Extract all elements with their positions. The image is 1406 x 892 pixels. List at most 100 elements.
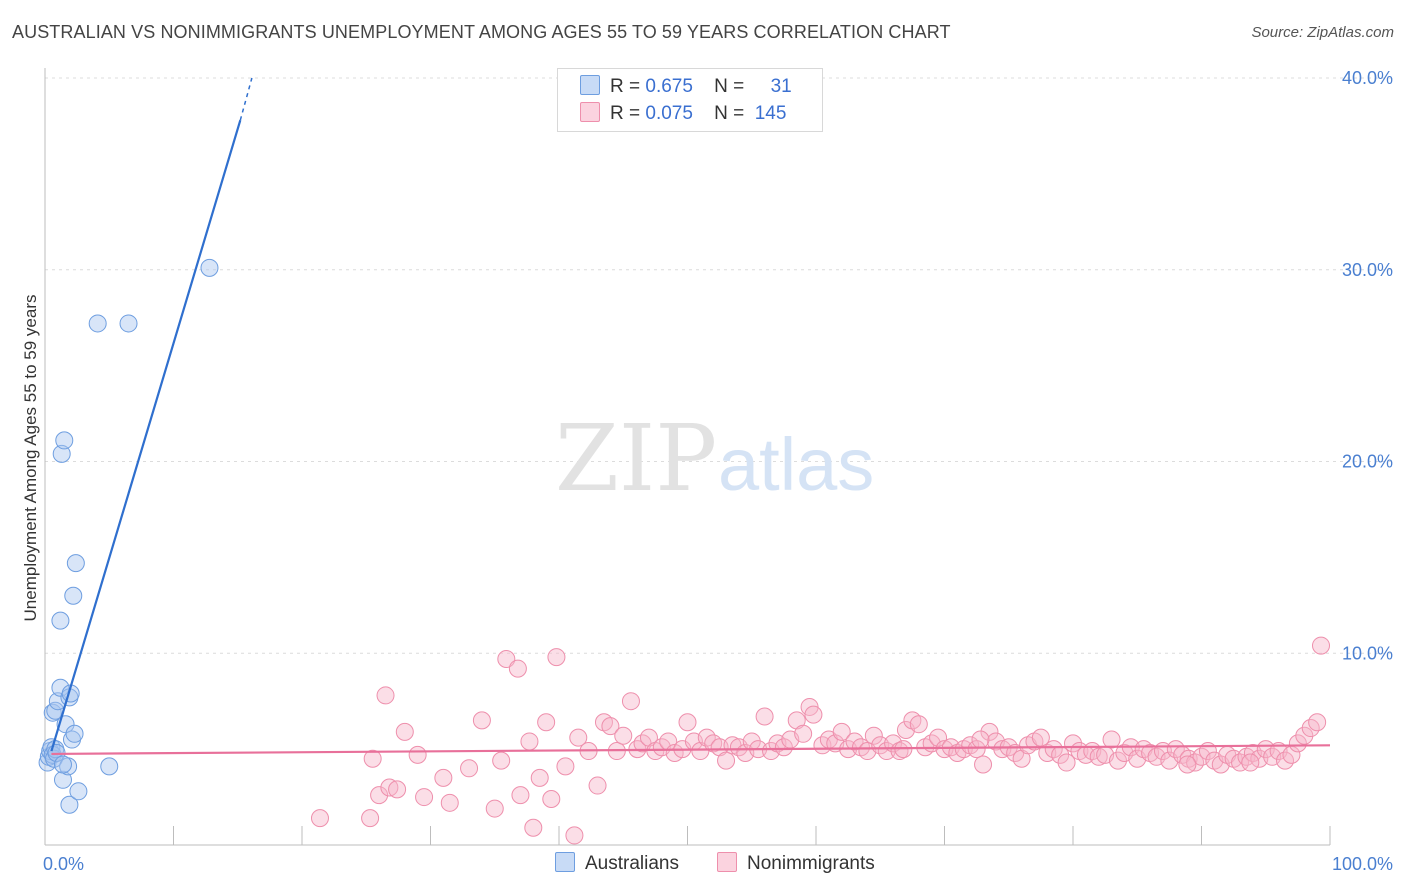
gridlines	[45, 77, 1395, 654]
y-tick-labels: 10.0% 20.0% 30.0% 40.0%	[1342, 68, 1393, 663]
series-australians	[38, 258, 219, 814]
legend-swatch-nonimmigrants	[717, 852, 737, 872]
y-axis-label: Unemployment Among Ages 55 to 59 years	[21, 295, 40, 622]
legend-label-nonimmigrants: Nonimmigrants	[747, 853, 875, 874]
data-point	[65, 724, 84, 743]
data-point	[380, 778, 399, 797]
data-point	[565, 826, 584, 845]
legend-swatch-australians	[580, 75, 600, 95]
data-point	[1102, 730, 1121, 749]
data-point	[55, 431, 74, 450]
data-point	[774, 738, 793, 757]
data-point	[614, 726, 633, 745]
watermark-zip: ZIP	[555, 405, 717, 512]
data-point	[520, 732, 539, 751]
data-point	[434, 768, 453, 787]
x-tick-label: 0.0%	[43, 854, 84, 874]
data-point	[621, 692, 640, 711]
trend-line-extension	[239, 77, 253, 121]
y-tick-label: 10.0%	[1342, 643, 1393, 663]
legend-r-label: R =	[610, 76, 641, 97]
series-nonimmigrants	[310, 636, 1331, 845]
data-point	[929, 728, 948, 747]
data-point	[395, 722, 414, 741]
data-point	[804, 705, 823, 724]
legend-row-nonimmigrants: R = 0.075 N = 145	[580, 102, 786, 126]
legend-label-australians: Australians	[585, 853, 679, 874]
data-point	[408, 745, 427, 764]
data-point	[1178, 755, 1197, 774]
legend-n-value: 145	[754, 103, 787, 124]
data-point	[1288, 734, 1307, 753]
y-tick-label: 30.0%	[1342, 260, 1393, 280]
data-point	[64, 586, 83, 605]
y-tick-label: 40.0%	[1342, 68, 1393, 88]
data-point	[1057, 753, 1076, 772]
legend-n-label: N =	[714, 103, 745, 124]
trend-line-australians	[50, 119, 242, 752]
data-point	[472, 711, 491, 730]
data-point	[119, 314, 138, 333]
data-point	[524, 818, 543, 837]
data-point	[69, 782, 88, 801]
data-point	[460, 759, 479, 778]
data-point	[60, 795, 79, 814]
data-point	[1241, 753, 1260, 772]
data-points	[38, 258, 1331, 845]
legend-r-label: R =	[610, 103, 641, 124]
data-point	[66, 554, 85, 573]
data-point	[569, 728, 588, 747]
data-point	[537, 713, 556, 732]
series-legend: Australians Nonimmigrants	[0, 852, 1406, 878]
data-point	[485, 799, 504, 818]
legend-r-value: 0.075	[645, 103, 693, 124]
legend-item-nonimmigrants: Nonimmigrants	[717, 852, 875, 875]
data-point	[601, 717, 620, 736]
x-tick-labels: 0.0% 100.0%	[43, 854, 1393, 874]
legend-swatch-australians	[555, 852, 575, 872]
data-point	[909, 715, 928, 734]
data-point	[100, 757, 119, 776]
data-point	[542, 789, 561, 808]
data-point	[370, 786, 389, 805]
data-point	[794, 724, 813, 743]
data-point	[1108, 751, 1127, 770]
data-point	[588, 776, 607, 795]
data-point	[511, 786, 530, 805]
correlation-legend: R = 0.675 N = 31 R = 0.075 N = 145	[557, 68, 823, 132]
data-point	[547, 648, 566, 667]
data-point	[88, 314, 107, 333]
data-point	[1308, 713, 1327, 732]
data-point	[53, 770, 72, 789]
data-point	[53, 755, 72, 774]
legend-row-australians: R = 0.675 N = 31	[580, 75, 792, 99]
data-point	[717, 751, 736, 770]
data-point	[43, 703, 62, 722]
data-point	[497, 650, 516, 669]
data-point	[415, 788, 434, 807]
data-point	[1295, 726, 1314, 745]
data-point	[678, 713, 697, 732]
data-point	[1089, 747, 1108, 766]
data-point	[363, 749, 382, 768]
chart-title: AUSTRALIAN VS NONIMMIGRANTS UNEMPLOYMENT…	[12, 22, 951, 42]
trend-lines	[50, 77, 1331, 756]
data-point	[52, 444, 71, 463]
x-tick-label: 100.0%	[1332, 854, 1393, 874]
legend-n-label: N =	[714, 76, 745, 97]
data-point	[1031, 728, 1050, 747]
data-point	[832, 722, 851, 741]
data-point	[310, 809, 329, 828]
data-point	[980, 722, 999, 741]
source-label: Source: ZipAtlas.com	[1251, 24, 1394, 41]
data-point	[971, 730, 990, 749]
data-point	[440, 793, 459, 812]
data-point	[530, 768, 549, 787]
data-point	[508, 659, 527, 678]
data-point	[361, 809, 380, 828]
data-point	[492, 751, 511, 770]
data-point	[388, 780, 407, 799]
data-point	[200, 258, 219, 277]
legend-swatch-nonimmigrants	[580, 102, 600, 122]
